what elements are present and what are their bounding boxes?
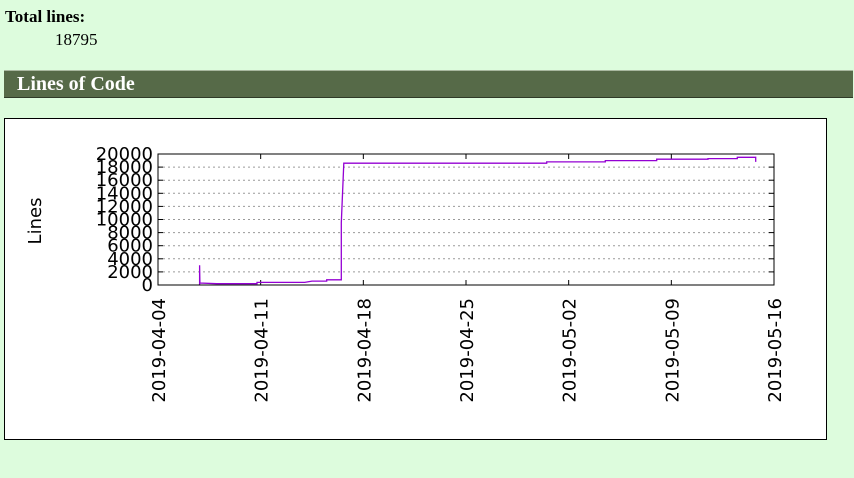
section-header: Lines of Code	[4, 70, 853, 98]
x-tick-label: 2019-04-11	[252, 298, 273, 403]
total-lines-label: Total lines:	[5, 7, 86, 26]
y-tick-label: 14000	[96, 183, 153, 204]
chart-container: 0 2000 4000 6000 8000 10000 12000 14000 16000 180…	[4, 118, 827, 440]
y-tick-label: 4000	[107, 249, 153, 270]
y-axis-label: Lines	[25, 198, 46, 245]
plot-frame	[157, 153, 775, 286]
series-line-lines-of-code	[198, 156, 757, 285]
y-tick-label: 12000	[96, 196, 153, 217]
y-tick-label: 2000	[107, 262, 153, 283]
y-tick-label: 18000	[96, 157, 153, 178]
y-axis-ticks: 0200040006000800010000120001400016000180…	[96, 144, 774, 296]
x-tick-label: 2019-05-09	[662, 298, 683, 403]
x-axis-ticks: 2019-04-04 2019-04-11 2019-04-18 2019-04-25…	[149, 154, 786, 403]
grid-lines	[158, 166, 774, 273]
x-tick-label: 2019-05-02	[560, 298, 581, 403]
x-tick-label: 2019-04-25	[457, 298, 478, 403]
y-tick-label: 20000	[96, 144, 153, 165]
section-title: Lines of Code	[17, 73, 135, 95]
y-tick-label: 10000	[96, 210, 153, 231]
y-tick-label: 16000	[96, 170, 153, 191]
y-tick-label: 0	[142, 275, 153, 296]
y-tick-label: 8000	[107, 223, 153, 244]
total-lines-value: 18795	[55, 30, 98, 49]
lines-of-code-chart: 0200040006000800010000120001400016000180…	[25, 144, 786, 403]
x-tick-label: 2019-04-04	[149, 298, 170, 403]
x-tick-label: 2019-04-18	[354, 298, 375, 403]
x-tick-label: 2019-05-16	[765, 298, 786, 403]
y-tick-label: 6000	[107, 236, 153, 257]
